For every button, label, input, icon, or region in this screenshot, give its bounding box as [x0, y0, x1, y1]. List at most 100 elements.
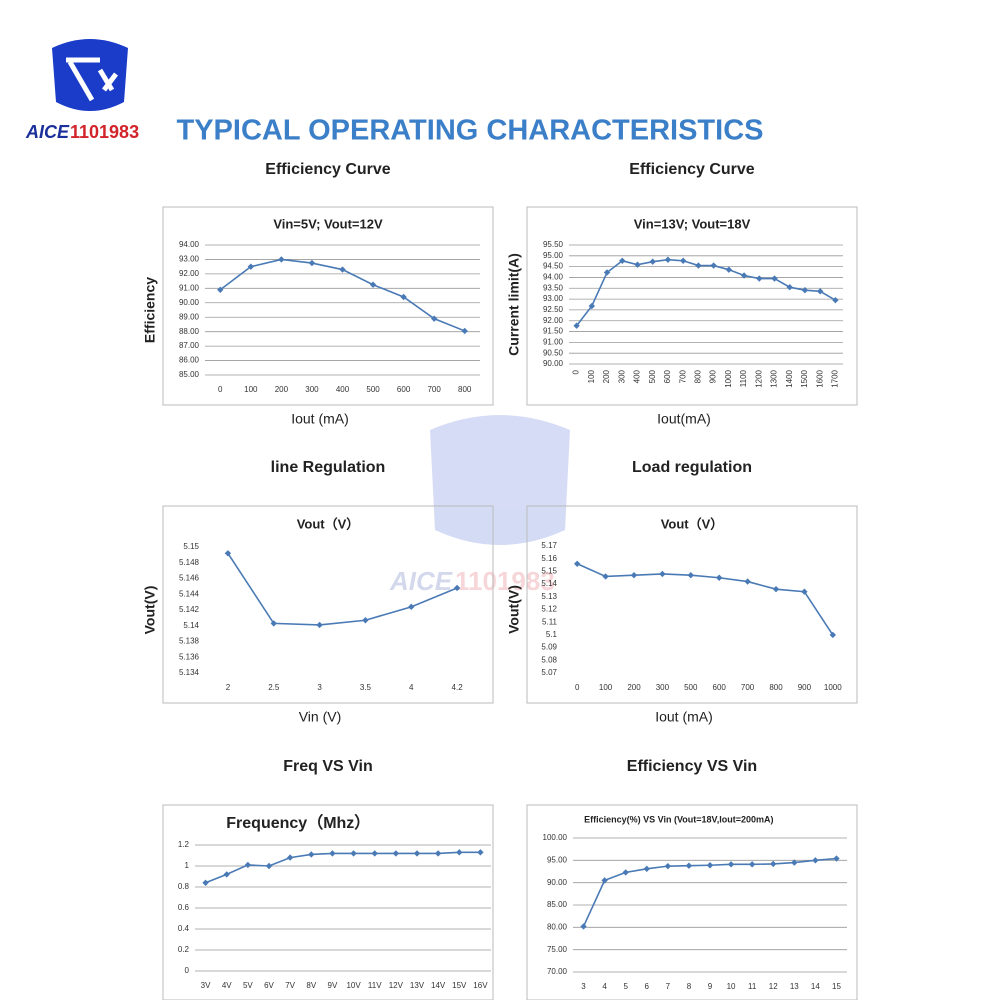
y-tick-label: 5.148: [179, 558, 200, 567]
y-tick-label: 85.00: [547, 900, 568, 909]
x-tick-label: 400: [336, 385, 350, 394]
data-point: [602, 573, 609, 580]
x-tick-label: 1600: [815, 369, 824, 387]
data-point: [687, 572, 694, 579]
data-line: [575, 258, 836, 327]
x-tick-label: 300: [617, 369, 626, 383]
x-tick-label: 13V: [410, 981, 425, 990]
chart-subtitle: Vin=5V; Vout=12V: [273, 216, 383, 231]
y-axis-label: Current limit(A): [506, 253, 522, 356]
x-tick-label: 600: [663, 369, 672, 383]
y-tick-label: 70.00: [547, 967, 568, 976]
x-tick-label: 4: [409, 683, 414, 692]
data-point: [740, 272, 748, 279]
x-tick-label: 1000: [724, 369, 733, 387]
data-point: [725, 266, 733, 273]
y-tick-label: 5.17: [541, 541, 557, 550]
chart-subtitle: Vout（V）: [661, 516, 724, 531]
data-point: [649, 258, 656, 265]
x-tick-label: 1000: [824, 683, 842, 692]
data-point: [350, 850, 357, 857]
data-point: [588, 302, 596, 310]
chart-frame: [526, 206, 858, 406]
chart-frame: [162, 804, 494, 1000]
data-point: [601, 877, 608, 884]
y-tick-label: 91.50: [543, 327, 564, 336]
x-tick-label: 700: [741, 683, 755, 692]
x-tick-label: 7: [666, 982, 671, 991]
data-point: [477, 849, 484, 856]
x-tick-label: 2: [226, 683, 231, 692]
x-tick-label: 3V: [201, 981, 211, 990]
x-tick-label: 4: [602, 982, 607, 991]
x-tick-label: 500: [648, 369, 657, 383]
y-tick-label: 5.136: [179, 652, 200, 661]
data-point: [270, 620, 277, 627]
x-tick-label: 9V: [328, 981, 338, 990]
y-tick-label: 5.15: [183, 542, 199, 551]
data-point: [223, 871, 230, 878]
x-tick-label: 1700: [830, 369, 839, 387]
y-axis-label: Efficiency: [142, 277, 158, 343]
x-tick-label: 14: [811, 982, 820, 991]
y-tick-label: 0.8: [178, 882, 190, 891]
y-tick-label: 90.50: [543, 348, 564, 357]
y-tick-label: 89.00: [179, 312, 200, 321]
x-tick-label: 0: [218, 385, 223, 394]
x-tick-label: 500: [684, 683, 698, 692]
data-point: [791, 859, 798, 866]
x-tick-label: 700: [427, 385, 441, 394]
x-tick-label: 600: [713, 683, 727, 692]
chart-frame: [162, 505, 494, 704]
y-tick-label: 94.00: [543, 273, 564, 282]
x-tick-label: 3: [317, 683, 322, 692]
chart-title: Efficiency VS Vin: [627, 758, 757, 775]
data-point: [247, 263, 255, 270]
x-tick-label: 100: [587, 369, 596, 383]
y-tick-label: 100.00: [543, 833, 568, 842]
y-tick-label: 5.13: [541, 592, 557, 601]
y-tick-label: 80.00: [547, 922, 568, 931]
data-point: [786, 283, 793, 291]
logo: AICE 1101983: [25, 39, 139, 142]
x-axis-label: Iout (mA): [291, 411, 349, 427]
data-point: [392, 850, 400, 857]
x-tick-label: 14V: [431, 981, 446, 990]
y-tick-label: 93.50: [543, 283, 564, 292]
data-point: [770, 860, 777, 868]
y-tick-label: 5.09: [541, 643, 557, 652]
data-point: [664, 256, 672, 263]
watermark-badge: [430, 415, 570, 545]
x-tick-label: 3: [581, 982, 586, 991]
data-point: [369, 281, 377, 288]
x-tick-label: 300: [656, 683, 670, 692]
x-tick-label: 400: [633, 369, 642, 383]
x-tick-label: 0: [572, 369, 581, 374]
y-tick-label: 95.00: [543, 251, 564, 260]
chart-subtitle: Frequency（Mhz）: [226, 814, 370, 832]
data-point: [816, 288, 824, 295]
y-tick-label: 5.16: [541, 554, 557, 563]
data-point: [622, 869, 629, 876]
y-tick-label: 92.50: [543, 305, 564, 314]
y-tick-label: 90.00: [179, 298, 200, 307]
x-tick-label: 4V: [222, 981, 232, 990]
x-tick-label: 900: [709, 369, 718, 383]
x-tick-label: 11: [748, 982, 757, 991]
x-tick-label: 5: [623, 982, 628, 991]
data-point: [217, 286, 224, 293]
chart-title: Efficiency Curve: [265, 161, 390, 178]
data-point: [461, 327, 468, 335]
y-tick-label: 0.2: [178, 945, 190, 954]
data-point: [580, 923, 587, 930]
data-point: [634, 261, 641, 268]
data-point: [643, 865, 650, 873]
chart-title: Freq VS Vin: [283, 758, 373, 775]
logo-badge: [52, 39, 128, 111]
y-tick-label: 1: [185, 861, 190, 870]
y-tick-label: 5.15: [541, 567, 557, 576]
data-point: [801, 287, 809, 294]
x-tick-label: 2.5: [268, 683, 280, 692]
x-tick-label: 4.2: [452, 683, 464, 692]
